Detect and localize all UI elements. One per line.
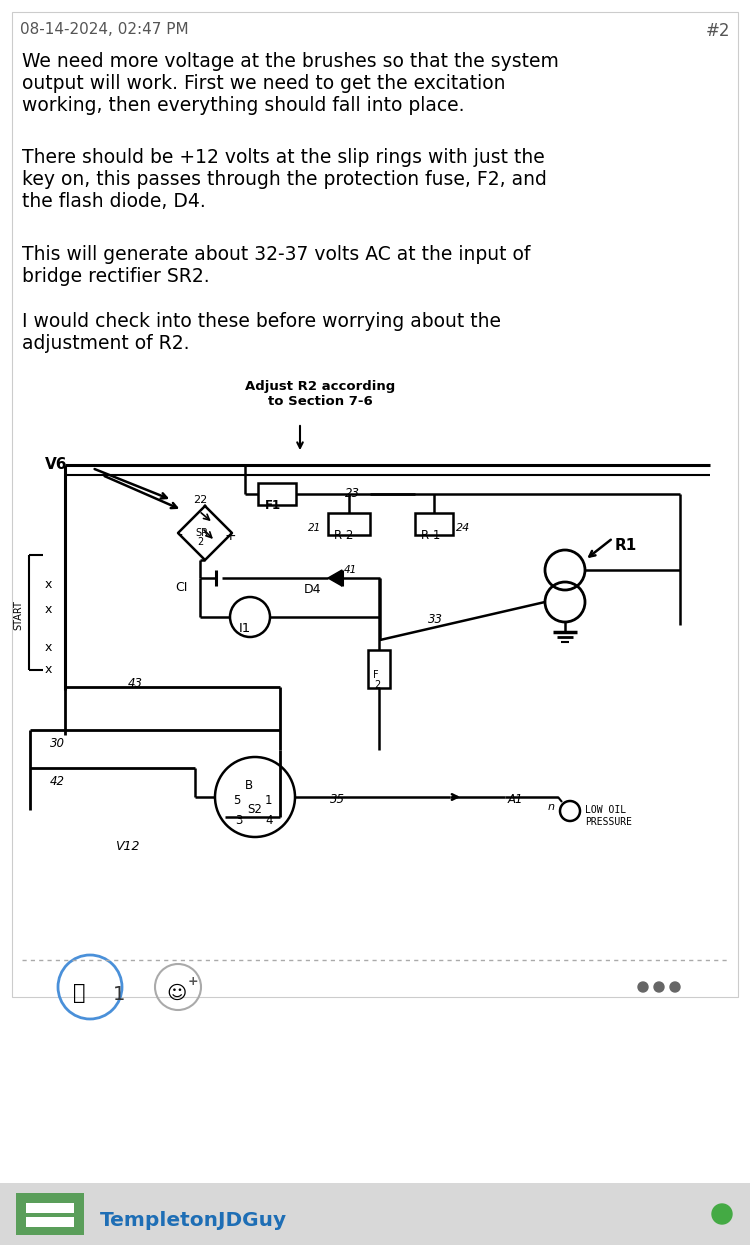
Text: 2: 2 bbox=[374, 680, 380, 690]
Text: ☺: ☺ bbox=[166, 984, 186, 1003]
Text: 1: 1 bbox=[113, 985, 125, 1003]
Text: n: n bbox=[548, 802, 555, 812]
Text: Adjust R2 according
to Section 7-6: Adjust R2 according to Section 7-6 bbox=[244, 380, 395, 408]
Text: D4: D4 bbox=[304, 583, 322, 596]
Text: 41: 41 bbox=[344, 565, 357, 575]
Text: F1: F1 bbox=[265, 499, 281, 512]
Bar bbox=[16, 1193, 84, 1235]
Text: x: x bbox=[45, 641, 53, 654]
Bar bbox=[12, 12, 738, 997]
Bar bbox=[328, 513, 370, 535]
Bar bbox=[26, 1203, 74, 1213]
Text: #2: #2 bbox=[706, 22, 730, 40]
Text: 42: 42 bbox=[50, 774, 65, 788]
Text: B: B bbox=[245, 779, 253, 792]
Text: 35: 35 bbox=[330, 793, 345, 806]
Text: 👍: 👍 bbox=[73, 984, 86, 1003]
Text: 21: 21 bbox=[308, 523, 321, 533]
Text: 22: 22 bbox=[193, 496, 207, 505]
Circle shape bbox=[670, 982, 680, 992]
Text: A1: A1 bbox=[508, 793, 524, 806]
Text: 4: 4 bbox=[265, 814, 272, 827]
Text: 23: 23 bbox=[345, 487, 360, 500]
Text: -: - bbox=[177, 529, 182, 543]
Text: x: x bbox=[45, 664, 53, 676]
Text: 2: 2 bbox=[197, 537, 203, 547]
Text: CI: CI bbox=[175, 581, 188, 594]
Text: I1: I1 bbox=[238, 622, 251, 635]
Text: We need more voltage at the brushes so that the system
output will work. First w: We need more voltage at the brushes so t… bbox=[22, 52, 559, 115]
Text: x: x bbox=[45, 603, 53, 616]
Text: 3: 3 bbox=[235, 814, 242, 827]
Text: x: x bbox=[45, 578, 53, 591]
Text: START: START bbox=[13, 600, 23, 630]
Text: 1: 1 bbox=[265, 794, 272, 807]
Text: +: + bbox=[224, 529, 236, 543]
Text: V12: V12 bbox=[115, 840, 140, 853]
Text: 30: 30 bbox=[50, 737, 65, 749]
Text: LOW OIL
PRESSURE: LOW OIL PRESSURE bbox=[585, 806, 632, 827]
Text: TempletonJDGuy: TempletonJDGuy bbox=[100, 1211, 287, 1230]
Text: R 2: R 2 bbox=[334, 529, 353, 542]
Text: V6: V6 bbox=[45, 457, 68, 472]
Bar bbox=[258, 483, 296, 505]
Polygon shape bbox=[328, 570, 342, 586]
Text: This will generate about 32-37 volts AC at the input of
bridge rectifier SR2.: This will generate about 32-37 volts AC … bbox=[22, 245, 530, 286]
Text: SR: SR bbox=[195, 528, 208, 538]
Bar bbox=[415, 513, 453, 535]
Text: R 1: R 1 bbox=[421, 529, 440, 542]
Text: S2: S2 bbox=[247, 803, 262, 815]
Text: 24: 24 bbox=[456, 523, 470, 533]
Bar bbox=[0, 1183, 750, 1245]
Circle shape bbox=[654, 982, 664, 992]
Text: I would check into these before worrying about the
adjustment of R2.: I would check into these before worrying… bbox=[22, 312, 501, 354]
Text: 5: 5 bbox=[233, 794, 240, 807]
Text: There should be +12 volts at the slip rings with just the
key on, this passes th: There should be +12 volts at the slip ri… bbox=[22, 148, 547, 210]
Text: F: F bbox=[373, 670, 379, 680]
Text: 43: 43 bbox=[128, 677, 143, 690]
Circle shape bbox=[638, 982, 648, 992]
Bar bbox=[26, 1218, 74, 1228]
Circle shape bbox=[712, 1204, 732, 1224]
Text: 33: 33 bbox=[428, 613, 443, 626]
Bar bbox=[368, 650, 390, 688]
Text: 08-14-2024, 02:47 PM: 08-14-2024, 02:47 PM bbox=[20, 22, 189, 37]
Text: R1: R1 bbox=[615, 538, 638, 553]
Text: +: + bbox=[188, 975, 199, 989]
